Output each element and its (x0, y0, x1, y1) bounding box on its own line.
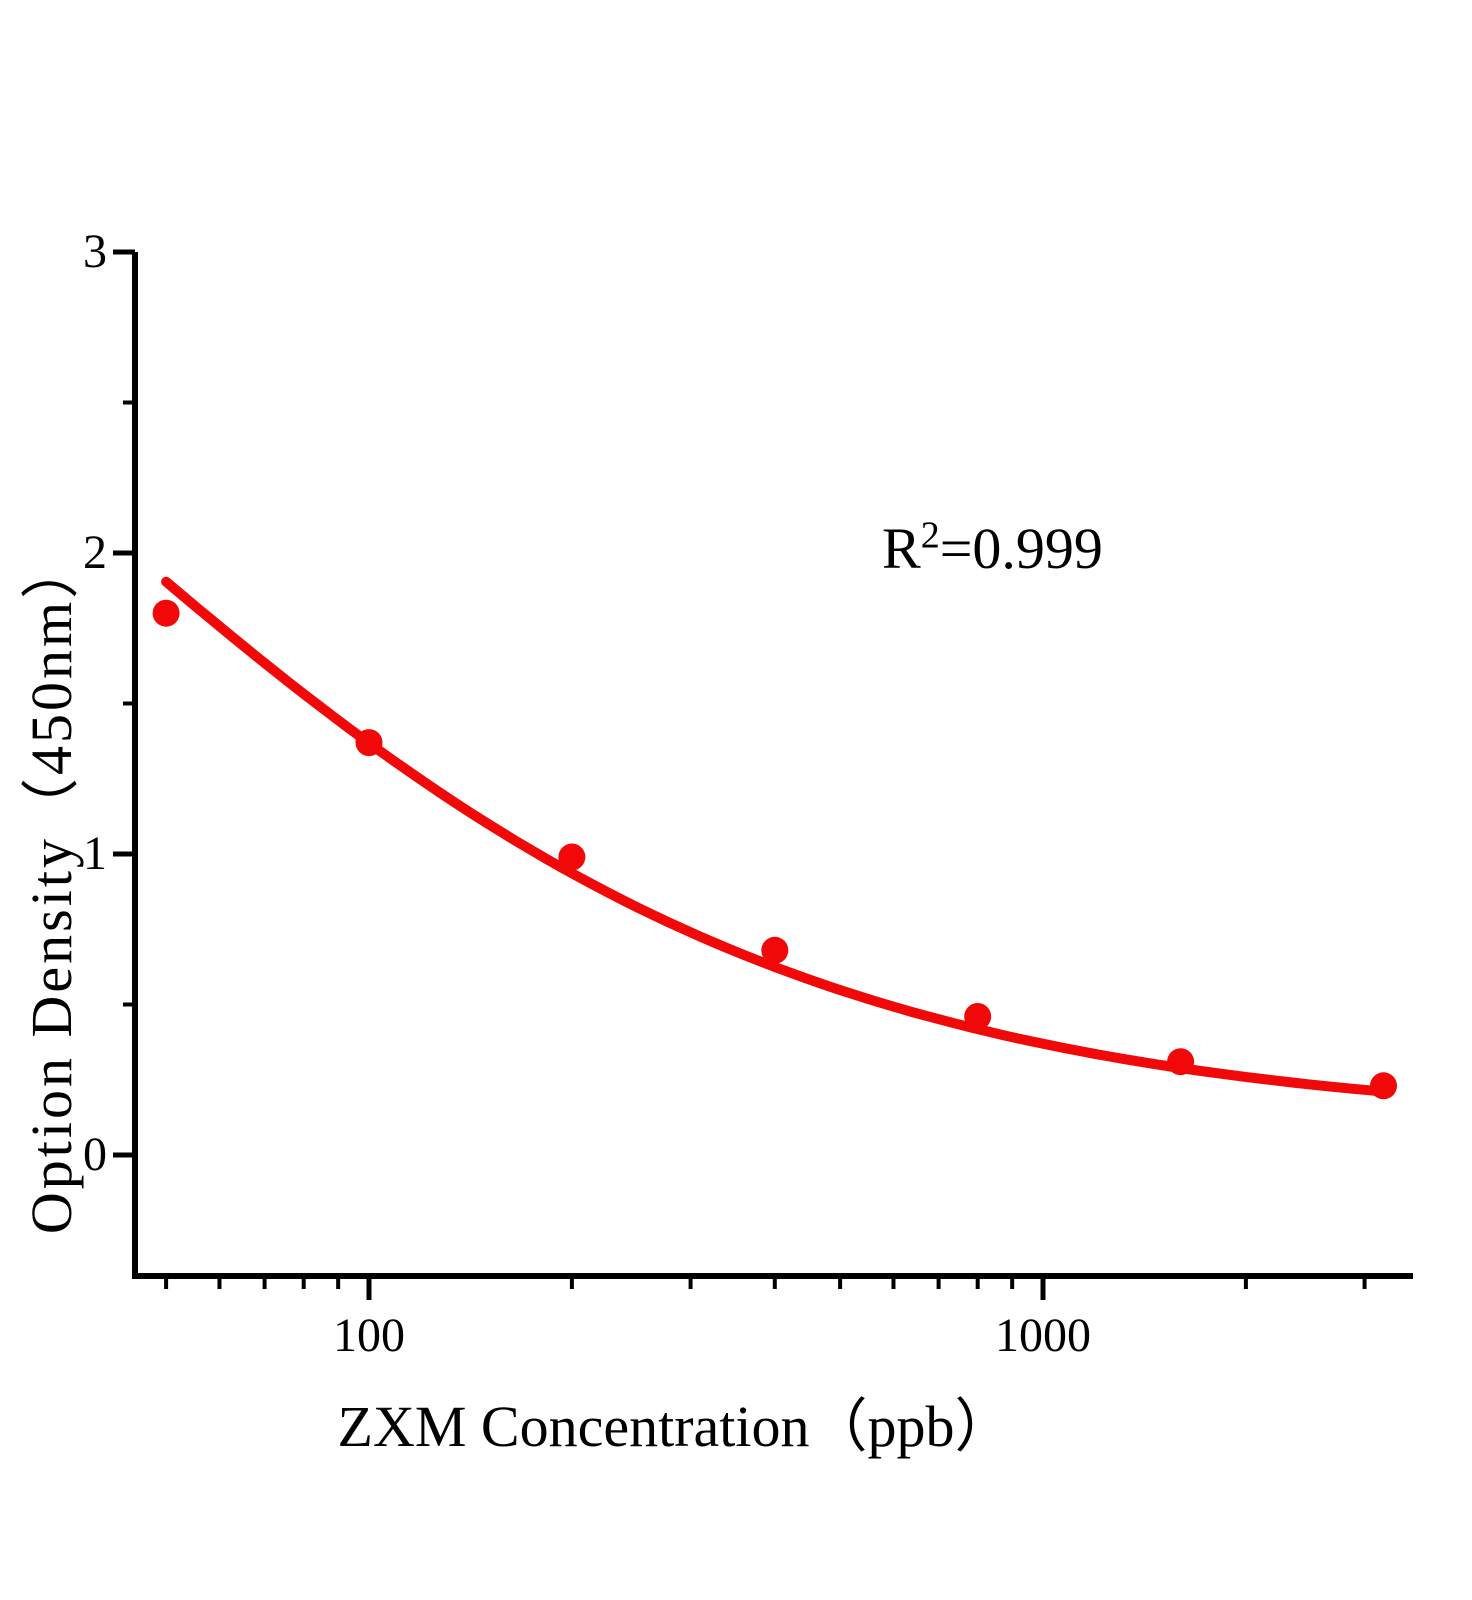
data-point (964, 1003, 992, 1030)
r-squared-base: R (882, 516, 921, 581)
data-point (355, 729, 383, 757)
data-point (152, 599, 180, 627)
r-squared-annotation: R2=0.999 (882, 517, 1103, 578)
y-tick-label: 2 (83, 526, 107, 579)
x-tick-label: 1000 (995, 1309, 1091, 1362)
x-axis-title: ZXM Concentration（ppb） (337, 1394, 1013, 1459)
fit-curve-line (161, 576, 1389, 1097)
data-point (558, 843, 586, 871)
data-point (1370, 1072, 1397, 1100)
y-axis-title: Option Density（450nm） (19, 537, 84, 1235)
x-tick-label: 100 (333, 1309, 405, 1362)
y-tick-label: 0 (83, 1128, 107, 1181)
r-squared-value: =0.999 (939, 516, 1103, 581)
y-tick-label: 3 (83, 225, 107, 278)
data-point (1167, 1048, 1195, 1076)
data-point (761, 936, 789, 964)
r-squared-exponent: 2 (920, 514, 940, 557)
y-tick-label: 1 (83, 827, 107, 880)
